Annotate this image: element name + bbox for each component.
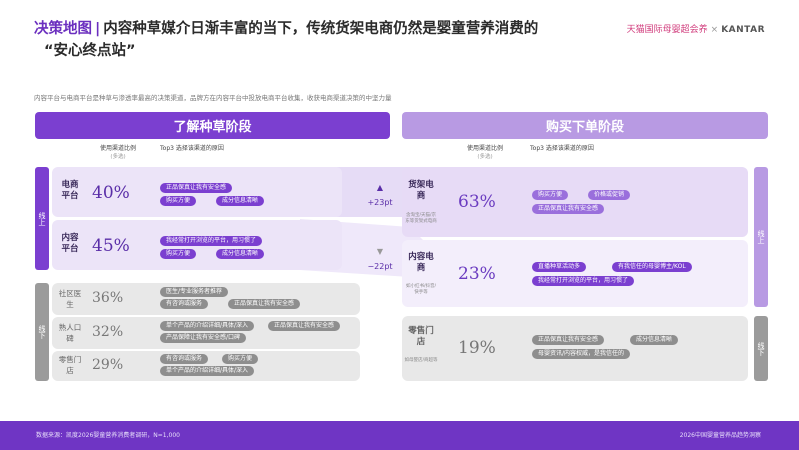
left-row-1-chip-2: 购买方便: [160, 196, 197, 206]
right-row-3-name: 零售门店: [408, 326, 434, 347]
right-row-3-note: 如母婴店/商超等: [404, 358, 438, 363]
left-row-5-chip-1: 有咨询或服务: [160, 354, 209, 364]
left-row-2-name: 内容平台: [61, 233, 79, 254]
left-row-3-chip-3: 正品保真让我有安全感: [228, 299, 301, 309]
left-row-1-chip-1: 正品保真让我有安全感: [160, 183, 233, 193]
footer-report-name: 2026中国婴童营养品趋势洞察: [679, 432, 761, 439]
left-row-5-chip-2: 购买方便: [222, 354, 259, 364]
brand-logos: 天猫国际母婴超会养 × KANTAR: [627, 22, 765, 35]
brand-x: ×: [710, 25, 719, 35]
right-row-1-note: 含淘宝/天猫/京东等货架式电商: [405, 213, 437, 224]
left-row-2-pct: 45%: [92, 236, 130, 256]
left-row-3-chip-1: 医生/专业服务者推荐: [160, 287, 229, 297]
col-usage-right-sub: (多选): [477, 154, 493, 160]
side-label-online-right: 线上: [754, 167, 768, 307]
col-usage-right-label: 使用渠道比例: [466, 145, 503, 152]
right-row-retail: [402, 316, 748, 381]
arrow-down-value: −22pt: [367, 262, 393, 271]
col-reason-left: Top3 选择该渠道的原因: [160, 145, 224, 152]
subtitle: 内容平台与电商平台是种草与渗透率最高的决策渠道，品牌方在内容平台中投放电商平台收…: [34, 94, 392, 102]
brand-kantar: KANTAR: [721, 25, 765, 35]
right-row-2-chip-1: 直播种草活动多: [532, 262, 587, 272]
left-row-5-chip-3: 单个产品的介绍详细/具体/深入: [160, 366, 255, 376]
left-row-4-chip-2: 正品保真让我有安全感: [268, 321, 341, 331]
left-row-2-chip-3: 成分信息清晰: [216, 249, 265, 259]
left-row-5-name: 零售门店: [58, 355, 82, 375]
col-usage-right: 使用渠道比例 (多选): [455, 145, 515, 161]
col-usage-left: 使用渠道比例 (多选): [88, 145, 148, 161]
side-label-online-left: 线上: [35, 167, 49, 270]
arrow-down-icon: ▼: [376, 247, 384, 256]
right-row-1-chip-1: 购买方便: [532, 190, 569, 200]
right-row-1-chip-3: 正品保真让我有安全感: [532, 204, 605, 214]
footer-source: 数据来源：凯度2026婴童营养消费者调研，N=1,000: [36, 432, 180, 439]
left-row-1-pct: 40%: [92, 183, 130, 203]
right-row-2-chip-2: 有我信任的母婴博主/KOL: [612, 262, 692, 272]
arrow-down-block: ▼ −22pt: [360, 247, 400, 271]
arrow-up-icon: ▲: [376, 183, 384, 192]
side-label-offline-right: 线下: [754, 316, 768, 381]
left-row-5-pct: 29%: [92, 357, 124, 373]
side-label-offline-left: 线下: [35, 283, 49, 381]
stage-header-awareness: 了解种草阶段: [35, 112, 390, 139]
title-line-2: “安心终点站”: [44, 43, 136, 59]
left-row-1-name: 电商平台: [61, 180, 79, 201]
right-row-2-note: 如小红书/抖音/快手等: [405, 284, 437, 295]
left-row-4-name: 熟人口碑: [58, 323, 82, 343]
right-row-shelf-ecommerce: [402, 167, 748, 237]
title-block: 决策地图 | 内容种草媒介日渐丰富的当下，传统货架电商仍然是婴童营养消费的 “安心终…: [34, 18, 594, 62]
left-row-4-chip-3: 产品保障让我有安全感/口碑: [160, 333, 247, 343]
col-usage-left-label: 使用渠道比例: [99, 145, 136, 152]
left-row-4-chip-1: 单个产品的介绍详细/具体/深入: [160, 321, 255, 331]
right-row-1-name: 货架电商: [408, 180, 434, 201]
right-row-3-chip-2: 成分信息清晰: [630, 335, 679, 345]
right-row-2-pct: 23%: [458, 264, 496, 284]
left-row-2-chip-1: 我经常打开浏览的平台，用习惯了: [160, 236, 263, 246]
right-row-1-pct: 63%: [458, 192, 496, 212]
right-row-2-chip-3: 我经常打开浏览的平台，用习惯了: [532, 276, 635, 286]
right-row-2-name: 内容电商: [408, 252, 434, 273]
title-separator: |: [95, 21, 101, 37]
left-row-3-pct: 36%: [92, 290, 124, 306]
left-row-1-chip-3: 成分信息清晰: [216, 196, 265, 206]
arrow-up-value: +23pt: [367, 198, 393, 207]
brand-left: 天猫国际母婴超会养: [626, 25, 708, 35]
left-row-4-pct: 32%: [92, 324, 124, 340]
left-row-2-chip-2: 购买方便: [160, 249, 197, 259]
col-usage-left-sub: (多选): [110, 154, 126, 160]
stage-header-purchase: 购买下单阶段: [402, 112, 768, 139]
left-row-3-chip-2: 有咨询或服务: [160, 299, 209, 309]
right-row-content-ecommerce: [402, 240, 748, 307]
title-line-1: 决策地图 | 内容种草媒介日渐丰富的当下，传统货架电商仍然是婴童营养消费的: [34, 18, 594, 40]
footer-bar: 数据来源：凯度2026婴童营养消费者调研，N=1,000 2026中国婴童营养品…: [0, 421, 799, 450]
title-text: 内容种草媒介日渐丰富的当下，传统货架电商仍然是婴童营养消费的: [103, 21, 539, 37]
right-row-3-pct: 19%: [458, 338, 496, 358]
right-row-3-chip-3: 母婴资讯/内容权威，是我信任的: [532, 349, 631, 359]
left-row-3-name: 社区医生: [58, 289, 82, 309]
arrow-up-block: ▲ +23pt: [360, 183, 400, 207]
right-row-3-chip-1: 正品保真让我有安全感: [532, 335, 605, 345]
right-row-1-chip-2: 价格或促销: [588, 190, 631, 200]
title-tag: 决策地图: [34, 21, 92, 37]
col-reason-right: Top3 选择该渠道的原因: [530, 145, 594, 152]
